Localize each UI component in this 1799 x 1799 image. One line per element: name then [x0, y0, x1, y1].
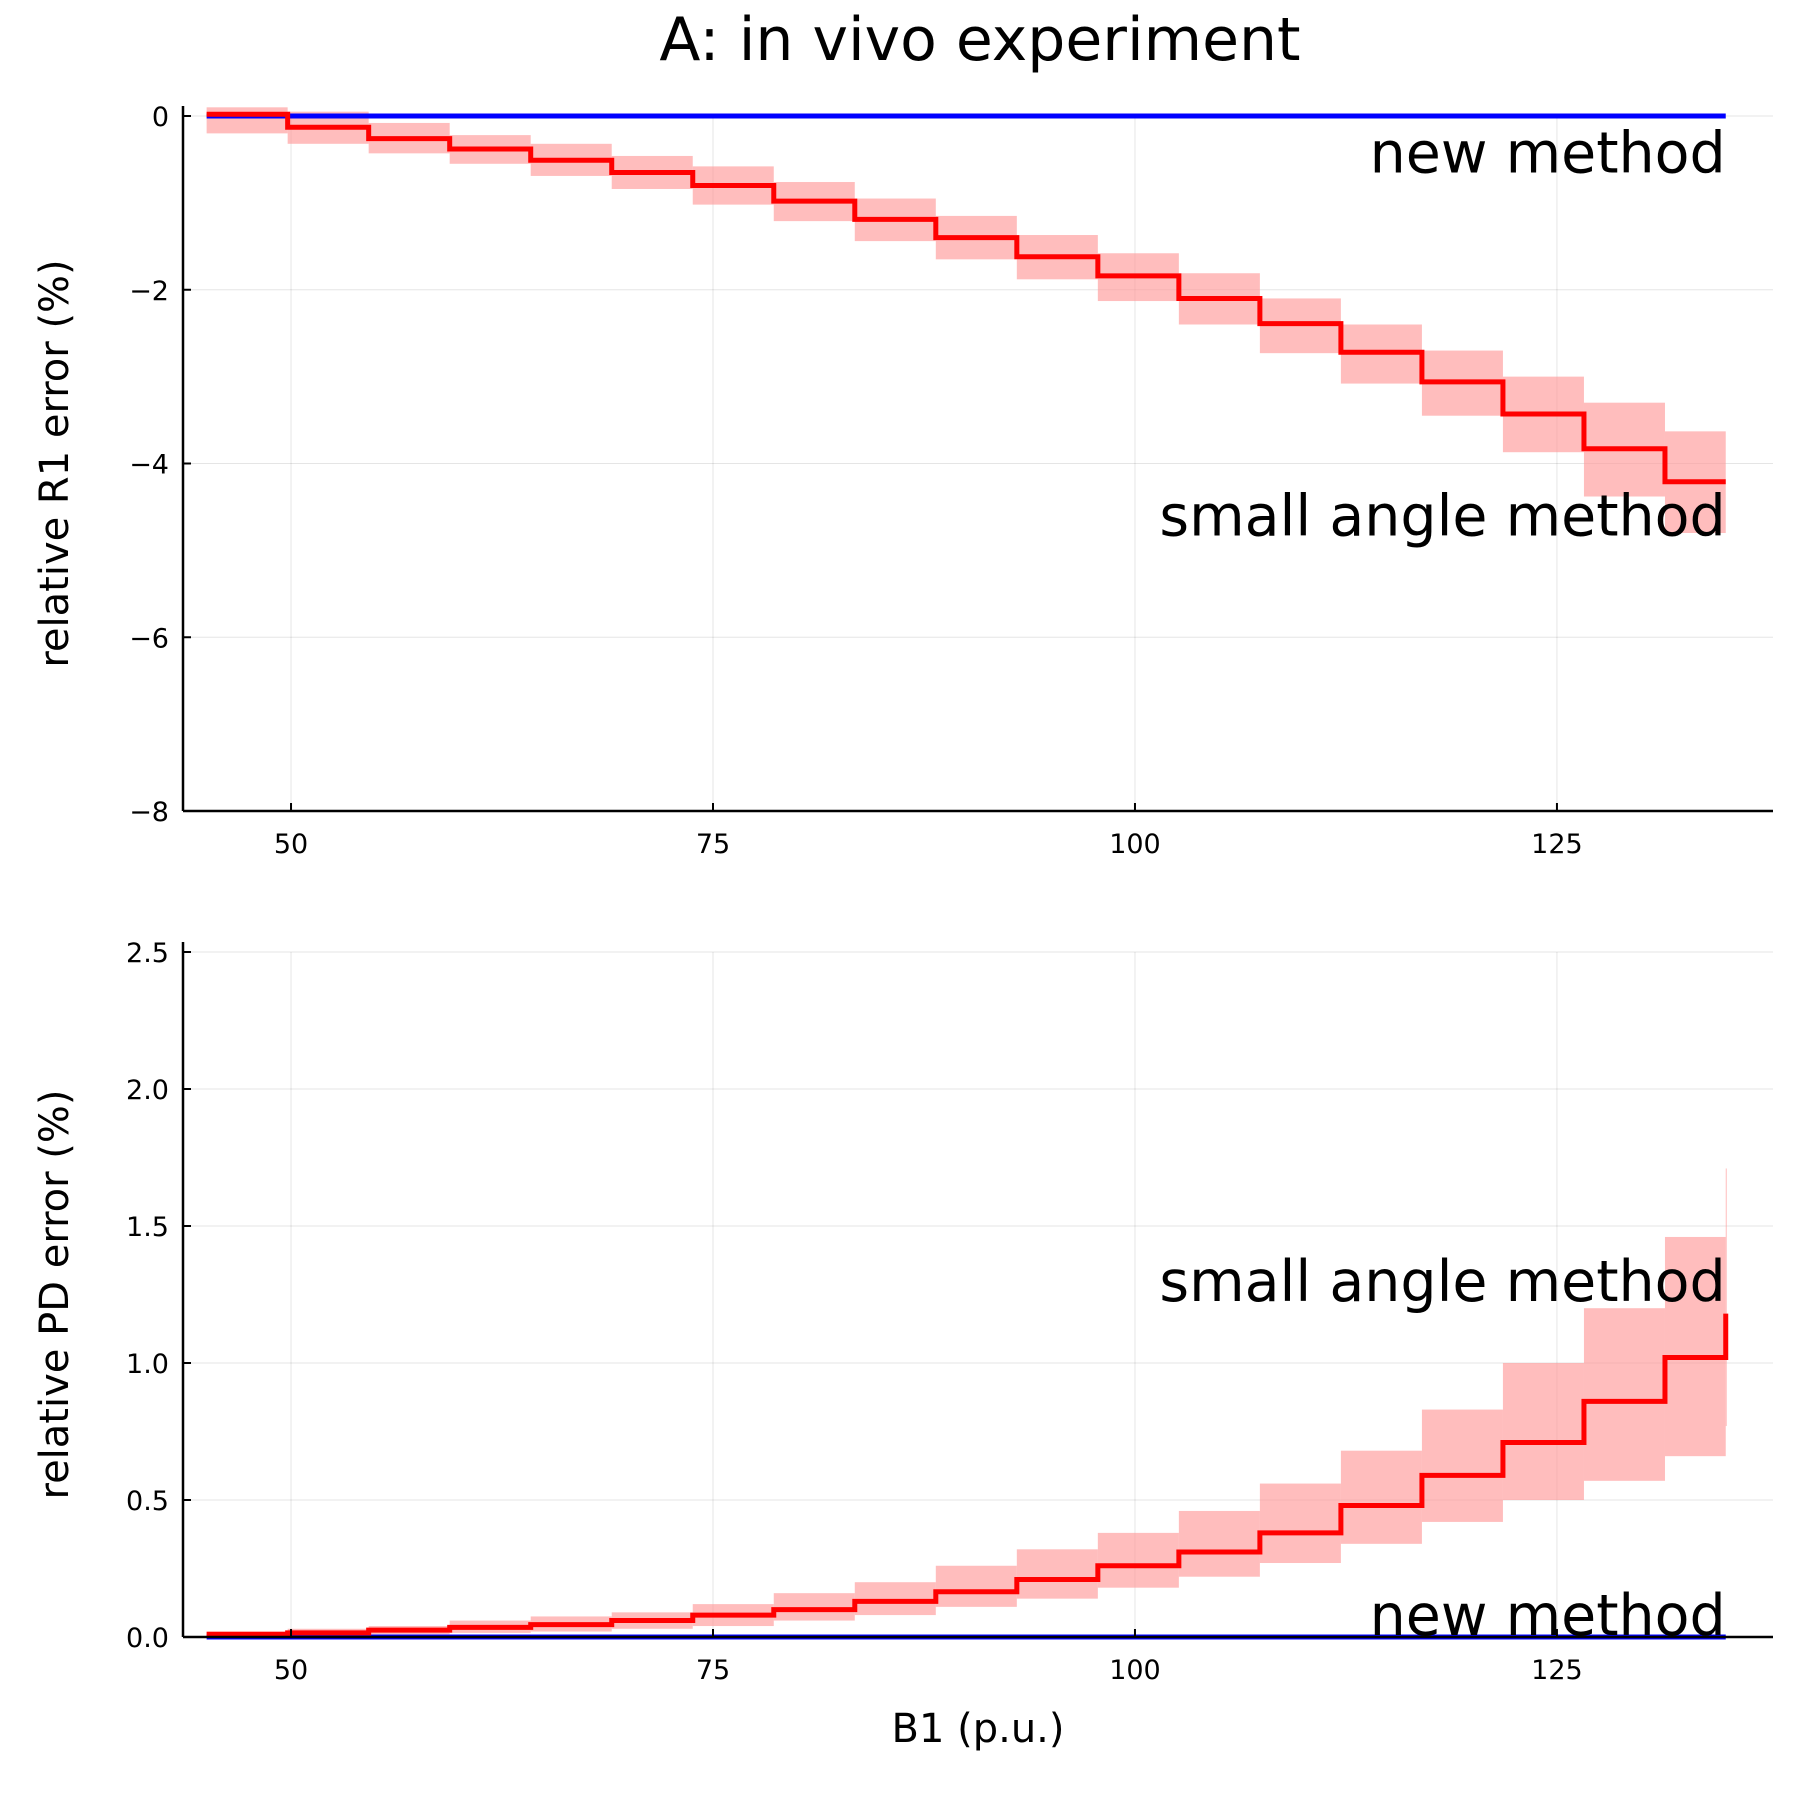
r1-x-tick-label: 50: [274, 829, 308, 860]
r1-y-tick-label: −2: [129, 276, 169, 307]
r1-y-tick-label: −8: [129, 797, 169, 828]
r1-y-tick-label: −6: [129, 623, 169, 654]
pd-band-segment: [1340, 1450, 1422, 1544]
r1-annotation-new-method: new method: [1370, 120, 1726, 186]
pd-x-tick-label: 125: [1531, 1655, 1583, 1686]
pd-band-segment: [1259, 1483, 1341, 1564]
pd-band-segment: [773, 1593, 855, 1621]
pd-band-segment: [1664, 1236, 1726, 1457]
pd-band-segment: [1583, 1308, 1665, 1481]
pd-band-segment: [1421, 1409, 1503, 1522]
r1-y-axis-label: relative R1 error (%): [32, 259, 78, 667]
pd-band-segment: [854, 1582, 936, 1616]
pd-y-tick-label: 1.5: [126, 1212, 169, 1243]
pd-annotation-small-angle-method: small angle method: [1159, 1249, 1725, 1315]
pd-small-angle-method-line: [206, 1313, 1729, 1637]
pd-band-segment: [1725, 1168, 1727, 1427]
pd-annotation-new-method: new method: [1370, 1583, 1726, 1649]
r1-y-tick-label: −4: [129, 450, 169, 481]
pd-y-axis-label: relative PD error (%): [32, 1090, 78, 1500]
r1-y-tick-label: 0: [152, 102, 169, 133]
pd-band-segment: [1016, 1549, 1098, 1599]
pd-x-tick-label: 50: [274, 1655, 308, 1686]
r1-small-angle-method-line: [206, 111, 1726, 485]
pd-y-tick-label: 1.0: [126, 1349, 169, 1380]
pd-x-tick-label: 100: [1109, 1655, 1161, 1686]
r1-x-tick-label: 125: [1531, 829, 1583, 860]
pd-x-tick-label: 75: [696, 1655, 730, 1686]
pd-y-tick-label: 2.5: [126, 938, 169, 969]
pd-y-tick-label: 0.0: [126, 1623, 169, 1654]
r1-x-tick-label: 100: [1109, 829, 1161, 860]
r1-band-segment: [206, 107, 288, 134]
pd-x-axis-label: B1 (p.u.): [892, 1706, 1065, 1752]
pd-band-segment: [935, 1565, 1017, 1607]
r1-x-tick-label: 75: [696, 829, 730, 860]
pd-band-segment: [1502, 1363, 1584, 1500]
pd-band-segment: [1097, 1532, 1179, 1588]
pd-y-tick-label: 2.0: [126, 1075, 169, 1106]
r1-error-panel: 50 75 100 125 0 −2 −4 −6 −8 relative R1 error (%)…: [32, 102, 1773, 860]
pd-band-segment: [1178, 1510, 1260, 1577]
r1-annotation-small-angle-method: small angle method: [1159, 484, 1725, 550]
figure-title: A: in vivo experiment: [659, 5, 1300, 75]
pd-error-panel: 50 75 100 125 0.0 0.5 1.0 1.5 2.0 2.5 relative PD …: [32, 938, 1773, 1752]
pd-y-tick-label: 0.5: [126, 1486, 169, 1517]
